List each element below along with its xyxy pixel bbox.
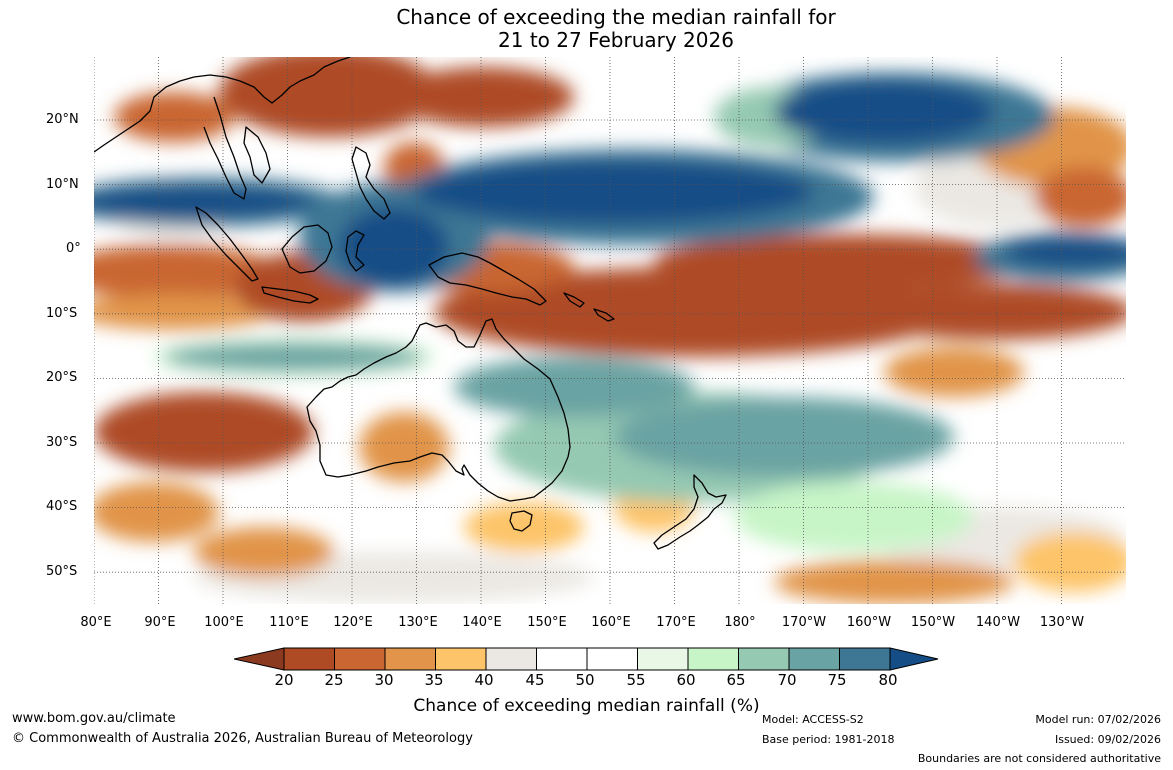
lat-label-10n: 10°N (46, 177, 79, 192)
colorbar-tick: 30 (374, 671, 394, 689)
new-guinea-outline (428, 252, 547, 306)
lon-label-150w: 150°W (910, 615, 956, 630)
model-name: Model: ACCESS-S2 (762, 713, 864, 726)
issued-date: Issued: 09/02/2026 (1054, 733, 1161, 746)
colorbar-cell (283, 647, 335, 671)
colorbar-cell (687, 647, 739, 671)
lon-label-140w: 140°W (975, 615, 1021, 630)
base-period: Base period: 1981-2018 (762, 733, 895, 746)
colorbar-label: Chance of exceeding median rainfall (%) (413, 696, 760, 716)
website-link[interactable]: www.bom.gov.au/climate (12, 711, 176, 726)
lat-label-30s: 30°S (46, 435, 78, 450)
sumatra-outline (195, 206, 259, 282)
graticule (94, 57, 1126, 604)
colorbar-tick: 40 (474, 671, 494, 689)
colorbar-tick: 70 (777, 671, 797, 689)
lon-label-90e: 90°E (144, 615, 176, 630)
southeast-asia-outline (94, 57, 351, 200)
solomon-islands-outline (563, 292, 615, 322)
australia-outline (306, 318, 571, 502)
lon-label-80e: 80°E (80, 615, 112, 630)
lon-label-160w: 160°W (846, 615, 892, 630)
colorbar-tick: 80 (878, 671, 898, 689)
java-outline (261, 286, 319, 304)
colorbar-tick: 50 (575, 671, 595, 689)
colorbar-cell (485, 647, 537, 671)
lat-label-20n: 20°N (46, 112, 79, 127)
copyright-text: © Commonwealth of Australia 2026, Austra… (12, 731, 473, 746)
lon-label-170w: 170°W (781, 615, 827, 630)
colorbar-tick: 55 (626, 671, 646, 689)
map-title-line-2: 21 to 27 February 2026 (498, 28, 734, 52)
lat-label-10s: 10°S (46, 306, 78, 321)
lon-label-140e: 140°E (462, 615, 502, 630)
lon-label-160e: 160°E (591, 615, 631, 630)
colorbar (234, 647, 939, 671)
lat-label-20s: 20°S (46, 370, 78, 385)
lon-label-110e: 110°E (269, 615, 309, 630)
colorbar-tick: 35 (424, 671, 444, 689)
colorbar-tick: 65 (726, 671, 746, 689)
colorbar-cell (839, 647, 891, 671)
new-zealand-outline (653, 474, 727, 550)
borneo-outline (281, 224, 333, 274)
rainfall-probability-field (94, 57, 1126, 604)
colorbar-tick: 45 (525, 671, 545, 689)
lon-label-170e: 170°E (656, 615, 696, 630)
colorbar-tick: 20 (274, 671, 294, 689)
coastlines (94, 57, 727, 550)
colorbar-cell (738, 647, 790, 671)
colorbar-low-extend (234, 647, 285, 671)
lat-label-equator: 0° (66, 241, 81, 256)
sulawesi-outline (345, 230, 365, 272)
colorbar-tick: 60 (676, 671, 696, 689)
colorbar-cell (788, 647, 840, 671)
model-run-date: Model run: 07/02/2026 (1035, 713, 1161, 726)
rainfall-map (94, 57, 1126, 604)
lat-label-40s: 40°S (46, 499, 78, 514)
lon-label-120e: 120°E (333, 615, 373, 630)
lon-label-100e: 100°E (204, 615, 244, 630)
tasmania-outline (509, 510, 533, 532)
colorbar-cell (334, 647, 386, 671)
lon-label-130e: 130°E (398, 615, 438, 630)
map-title-line-1: Chance of exceeding the median rainfall … (396, 5, 836, 29)
colorbar-cell (586, 647, 638, 671)
colorbar-cell (637, 647, 689, 671)
lon-label-180: 180° (724, 615, 756, 630)
colorbar-cell (435, 647, 487, 671)
colorbar-tick: 25 (324, 671, 344, 689)
lon-label-150e: 150°E (527, 615, 567, 630)
colorbar-high-extend (889, 647, 939, 671)
lon-label-130w: 130°W (1039, 615, 1085, 630)
colorbar-tick: 75 (827, 671, 847, 689)
lat-label-50s: 50°S (46, 564, 78, 579)
colorbar-cell (536, 647, 588, 671)
philippines-outline (351, 146, 391, 220)
boundaries-disclaimer: Boundaries are not considered authoritat… (917, 752, 1161, 765)
colorbar-cell (384, 647, 436, 671)
